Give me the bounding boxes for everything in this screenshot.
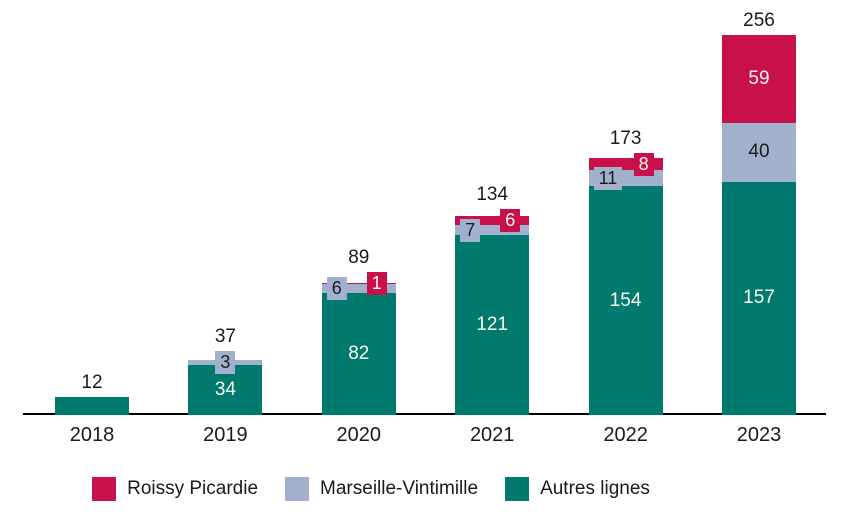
bar-segment-roissy-picardie (321, 282, 396, 285)
x-tick-label: 2019 (203, 424, 248, 446)
x-tick-label: 2021 (469, 424, 515, 446)
segment-label-badge-roissy-picardie: 1 (366, 272, 387, 296)
x-tick-label: 2018 (69, 424, 115, 446)
bar-total-label: 173 (609, 127, 642, 149)
bar-segment-autres-lignes (321, 293, 396, 415)
bar-segment-marseille-vintimille (455, 225, 530, 236)
legend-label-autres-lignes: Autres lignes (540, 478, 650, 499)
bar-segment-autres-lignes (588, 186, 663, 415)
x-tick-label: 2023 (736, 424, 782, 446)
x-tick-label: 2020 (336, 424, 382, 446)
segment-label-badge-roissy-picardie: 8 (633, 152, 654, 176)
bar-total-label: 12 (81, 372, 103, 394)
legend-label-marseille-vintimille: Marseille-Vintimille (320, 478, 479, 499)
legend-item-autres-lignes: Autres lignes (505, 477, 650, 501)
bar-segment-roissy-picardie (455, 216, 530, 225)
legend: Roissy Picardie Marseille-Vintimille Aut… (0, 477, 862, 501)
segment-label-badge-marseille-vintimille: 3 (215, 350, 236, 374)
segment-label-roissy-picardie: 59 (748, 67, 770, 89)
legend-item-marseille-vintimille: Marseille-Vintimille (285, 477, 478, 501)
segment-label-autres-lignes: 121 (476, 314, 509, 336)
segment-label-autres-lignes: 82 (348, 343, 370, 365)
legend-swatch-roissy-picardie (92, 477, 117, 501)
bar-total-label: 37 (214, 325, 236, 347)
bar-segment-marseille-vintimille (321, 284, 396, 294)
segment-label-autres-lignes: 154 (609, 289, 642, 311)
x-tick-label: 2022 (603, 424, 648, 446)
legend-item-roissy-picardie: Roissy Picardie (92, 477, 258, 501)
segment-label-badge-marseille-vintimille: 11 (593, 166, 623, 190)
bar-segment-autres-lignes (55, 397, 129, 415)
bar-segment-autres-lignes (455, 235, 530, 415)
segment-label-autres-lignes: 34 (214, 378, 236, 400)
legend-swatch-autres-lignes (505, 477, 530, 501)
bar-segment-marseille-vintimille (722, 122, 796, 182)
bar-segment-roissy-picardie (722, 35, 796, 123)
bar-total-label: 256 (743, 10, 775, 31)
legend-label-roissy-picardie: Roissy Picardie (127, 478, 259, 499)
bar-total-label: 89 (348, 247, 370, 269)
segment-label-badge-marseille-vintimille: 7 (460, 218, 481, 242)
x-axis-line (23, 413, 826, 415)
bar-segment-autres-lignes (722, 181, 796, 415)
legend-swatch-marseille-vintimille (285, 477, 310, 501)
segment-label-marseille-vintimille: 40 (748, 141, 770, 163)
bar-segment-roissy-picardie (588, 158, 663, 171)
segment-label-autres-lignes: 157 (743, 287, 775, 309)
segment-label-badge-marseille-vintimille: 6 (326, 277, 347, 301)
bar-total-label: 134 (476, 184, 509, 206)
segment-label-badge-roissy-picardie: 6 (500, 209, 521, 233)
